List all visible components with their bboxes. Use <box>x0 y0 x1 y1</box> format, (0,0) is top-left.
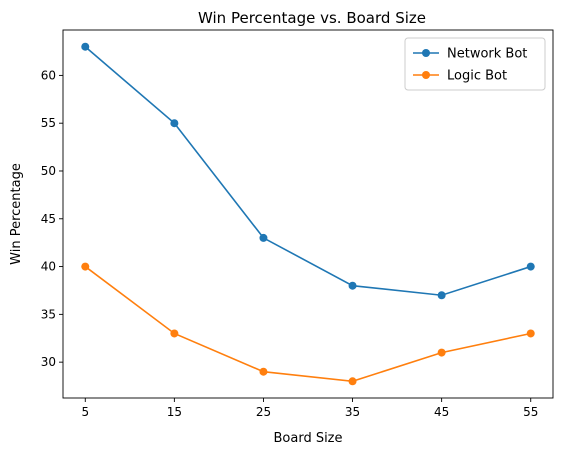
y-tick-label: 35 <box>41 307 56 321</box>
data-point-logic-bot <box>526 329 535 338</box>
legend-label-logic-bot: Logic Bot <box>447 69 507 84</box>
x-axis-label: Board Size <box>273 431 342 446</box>
data-point-network-bot <box>348 281 357 290</box>
x-tick-label: 15 <box>167 405 182 419</box>
y-tick-label: 45 <box>41 212 56 226</box>
data-point-network-bot <box>437 291 446 300</box>
legend-box <box>404 37 546 91</box>
legend-marker-logic-bot <box>422 71 430 79</box>
data-point-network-bot <box>259 233 268 242</box>
y-tick-label: 50 <box>41 164 56 178</box>
legend: Network Bot Logic Bot <box>404 37 546 91</box>
x-tick-label: 45 <box>434 405 449 419</box>
y-tick-label: 40 <box>41 260 56 274</box>
x-tick-label: 55 <box>523 405 538 419</box>
legend-label-network-bot: Network Bot <box>447 47 527 62</box>
series-line-network-bot <box>84 46 531 297</box>
y-tick-label: 30 <box>41 355 56 369</box>
y-tick-label: 60 <box>41 68 56 82</box>
chart-title: Win Percentage vs. Board Size <box>198 9 426 27</box>
x-tick-label: 25 <box>256 405 271 419</box>
plot-frame <box>62 29 554 399</box>
x-tick-label: 35 <box>345 405 360 419</box>
data-point-logic-bot <box>81 262 90 271</box>
legend-marker-network-bot <box>422 49 430 57</box>
data-point-logic-bot <box>259 367 268 376</box>
data-point-logic-bot <box>437 348 446 357</box>
y-axis-ticks: 30 35 40 45 50 55 60 <box>41 68 63 369</box>
data-point-network-bot <box>170 119 179 128</box>
data-point-network-bot <box>81 42 90 51</box>
x-axis-ticks: 5 15 25 35 45 55 <box>81 398 538 419</box>
series-layer <box>81 42 535 386</box>
x-tick-label: 5 <box>81 405 89 419</box>
data-point-logic-bot <box>170 329 179 338</box>
series-line-logic-bot <box>84 265 531 383</box>
y-axis-label: Win Percentage <box>9 163 24 265</box>
data-point-logic-bot <box>348 377 357 386</box>
data-point-network-bot <box>526 262 535 271</box>
y-tick-label: 55 <box>41 116 56 130</box>
